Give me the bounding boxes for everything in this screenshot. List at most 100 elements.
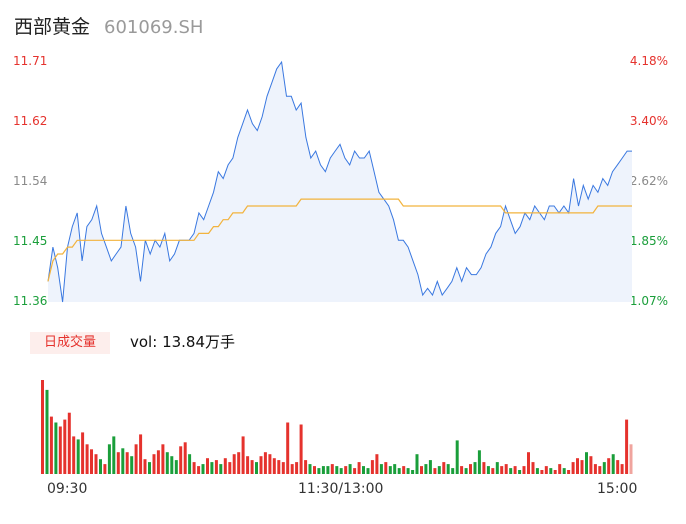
volume-bar — [402, 466, 406, 474]
volume-bar — [317, 468, 321, 474]
volume-bar — [620, 464, 624, 474]
volume-bar — [165, 452, 169, 474]
volume-bar — [197, 466, 201, 474]
volume-bar — [415, 454, 419, 474]
volume-bar — [500, 466, 504, 474]
volume-bar — [206, 458, 209, 474]
volume-bar — [188, 454, 192, 474]
y-left-tick-1: 11.71 — [13, 54, 48, 68]
volume-bar — [428, 460, 432, 474]
volume-bar — [446, 464, 450, 474]
volume-bar — [375, 454, 379, 474]
volume-bar — [139, 434, 143, 474]
volume-bar — [553, 470, 557, 474]
volume-bar — [576, 458, 579, 474]
volume-bar — [58, 426, 62, 474]
volume-bar — [286, 422, 290, 474]
volume-bar — [148, 462, 151, 474]
price-area-fill — [48, 62, 632, 302]
volume-bar — [629, 444, 633, 474]
volume-bar — [299, 424, 303, 474]
volume-bar — [161, 444, 165, 474]
volume-bar — [259, 456, 263, 474]
volume-bar — [255, 462, 258, 474]
volume-bar — [223, 458, 227, 474]
volume-bar — [527, 452, 530, 474]
volume-bar — [179, 446, 183, 474]
volume-bar — [366, 468, 370, 474]
volume-bar — [384, 462, 388, 474]
stock-name: 西部黄金 — [14, 16, 91, 38]
volume-bar — [602, 462, 606, 474]
volume-bar — [272, 458, 276, 474]
volume-bar — [335, 466, 339, 474]
volume-bar — [214, 460, 218, 474]
volume-bar — [420, 466, 423, 474]
volume-bar — [112, 436, 116, 474]
volume-bar — [90, 449, 93, 474]
volume-bar — [509, 468, 513, 474]
volume-bar — [437, 466, 441, 474]
volume-bar — [290, 464, 294, 474]
volume-tab[interactable]: 日成交量 — [30, 332, 110, 354]
volume-bar — [424, 464, 428, 474]
volume-bar — [473, 462, 477, 474]
volume-bar — [535, 468, 539, 474]
volume-bar — [241, 436, 245, 474]
volume-bar — [116, 452, 120, 474]
volume-bar — [313, 466, 316, 474]
volume-bar — [125, 452, 129, 474]
volume-bar — [495, 462, 499, 474]
volume-bar — [192, 462, 196, 474]
volume-bar — [81, 432, 85, 474]
stock-header: 西部黄金 601069.SH — [14, 12, 203, 40]
volume-bar — [571, 462, 575, 474]
volume-bar — [246, 456, 250, 474]
volume-bar — [103, 464, 107, 474]
y-left-tick-5: 11.36 — [13, 294, 48, 308]
stock-code: 601069.SH — [104, 17, 204, 38]
volume-bar — [611, 454, 615, 474]
volume-bar — [616, 460, 620, 474]
volume-bar — [330, 464, 334, 474]
volume-bar — [263, 452, 267, 474]
x-tick-midday: 11:30/13:00 — [298, 481, 384, 497]
volume-bar — [130, 456, 134, 474]
y-right-tick-2: 3.40% — [629, 114, 668, 128]
volume-bar — [504, 464, 508, 474]
volume-bar — [63, 419, 67, 474]
volume-bar — [460, 466, 464, 474]
volume-bar — [45, 389, 49, 474]
volume-bar — [76, 439, 80, 474]
volume-bar — [486, 466, 490, 474]
volume-bar — [562, 468, 566, 474]
volume-bar — [598, 466, 602, 474]
volume-bar — [41, 380, 44, 474]
y-right-tick-1: 4.18% — [629, 54, 668, 68]
volume-bar — [442, 462, 446, 474]
volume-bar — [183, 442, 187, 474]
volume-bar — [625, 419, 629, 474]
volume-bar — [362, 466, 365, 474]
volume-bar — [455, 440, 459, 474]
volume-bar — [49, 416, 53, 474]
volume-bar — [210, 462, 214, 474]
volume-bar — [397, 468, 401, 474]
volume-bar — [513, 466, 517, 474]
volume-bar — [304, 460, 308, 474]
volume-bar — [411, 470, 415, 474]
volume-bar — [451, 468, 455, 474]
volume-bar — [406, 468, 410, 474]
volume-bar — [67, 412, 71, 474]
volume-bar — [228, 462, 232, 474]
volume-bar — [219, 464, 223, 474]
volume-bar — [589, 456, 593, 474]
volume-bar — [170, 456, 174, 474]
volume-bar — [388, 466, 392, 474]
volume-bar — [353, 468, 357, 474]
volume-bar — [152, 454, 156, 474]
y-left-tick-2: 11.62 — [13, 114, 48, 128]
volume-bar — [72, 436, 76, 474]
volume-bar — [357, 462, 361, 474]
volume-readout: vol: 13.84万手 — [130, 332, 235, 352]
